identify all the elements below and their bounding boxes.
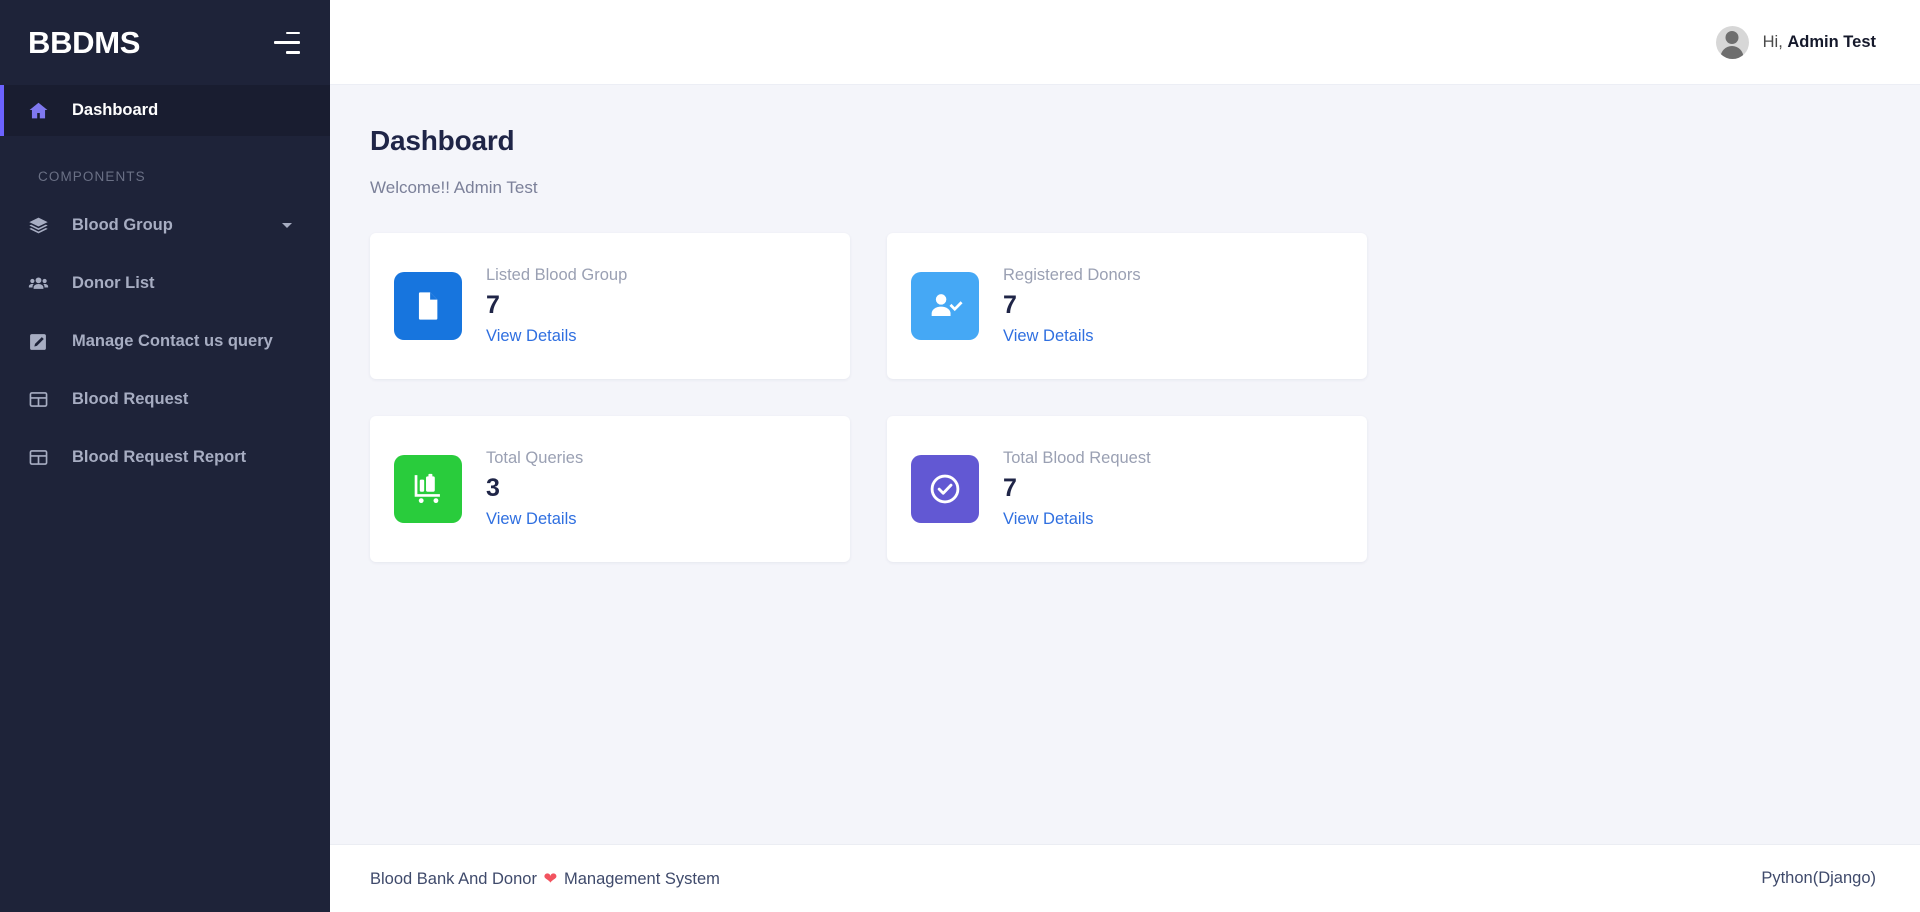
- luggage-cart-icon: [394, 455, 462, 523]
- users-icon: [28, 273, 58, 294]
- footer-text-after: Management System: [563, 869, 720, 888]
- brand-logo: BBDMS: [28, 24, 141, 60]
- sidebar-item-manage-contact-query[interactable]: Manage Contact us query: [0, 316, 330, 367]
- page-content: Dashboard Welcome!! Admin Test Listed Bl…: [330, 85, 1920, 844]
- avatar: [1715, 25, 1749, 59]
- stat-card-total-queries[interactable]: Total Queries 3 View Details: [370, 416, 850, 562]
- footer-left: Blood Bank And Donor ❤ Management System: [370, 869, 720, 889]
- stat-card-registered-donors[interactable]: Registered Donors 7 View Details: [887, 233, 1367, 379]
- view-details-link[interactable]: View Details: [486, 509, 577, 528]
- stat-card-total-blood-request[interactable]: Total Blood Request 7 View Details: [887, 416, 1367, 562]
- stat-card-label: Total Blood Request: [1003, 449, 1151, 468]
- layers-icon: [28, 215, 58, 236]
- view-details-link[interactable]: View Details: [1003, 326, 1094, 345]
- stat-card-value: 7: [1003, 474, 1017, 503]
- sidebar-item-label: Blood Request: [72, 390, 189, 408]
- welcome-message: Welcome!! Admin Test: [370, 178, 538, 197]
- check-circle-icon: [911, 455, 979, 523]
- sidebar-section-label: COMPONENTS: [38, 169, 146, 184]
- stat-card-label: Registered Donors: [1003, 266, 1141, 285]
- stat-card-body: Total Queries 3 View Details: [486, 449, 583, 528]
- stat-card-label: Listed Blood Group: [486, 266, 628, 285]
- sidebar-item-label: Manage Contact us query: [72, 332, 273, 350]
- stat-card-value: 3: [486, 474, 500, 503]
- footer: Blood Bank And Donor ❤ Management System…: [330, 844, 1920, 912]
- user-check-icon: [911, 272, 979, 340]
- heart-icon: ❤: [543, 869, 558, 888]
- table-grid-icon: [28, 447, 58, 468]
- sidebar-item-label: Donor List: [72, 274, 155, 292]
- hamburger-icon[interactable]: [272, 31, 300, 54]
- stat-card-body: Total Blood Request 7 View Details: [1003, 449, 1151, 528]
- page-title: Dashboard: [370, 125, 515, 156]
- footer-text-before: Blood Bank And Donor: [370, 869, 537, 888]
- stat-card-body: Listed Blood Group 7 View Details: [486, 266, 627, 345]
- footer-right: Python(Django): [1761, 869, 1876, 887]
- nav-spacer: [0, 309, 330, 316]
- sidebar-brand: BBDMS: [0, 0, 330, 85]
- sidebar-item-donor-list[interactable]: Donor List: [0, 258, 330, 309]
- nav-spacer: [0, 425, 330, 432]
- view-details-link[interactable]: View Details: [486, 326, 577, 345]
- stat-card-value: 7: [486, 291, 500, 320]
- sidebar-item-blood-request-report[interactable]: Blood Request Report: [0, 432, 330, 483]
- stat-card-listed-blood-group[interactable]: Listed Blood Group 7 View Details: [370, 233, 850, 379]
- sidebar-item-label: Blood Group: [72, 216, 173, 234]
- sidebar-item-label: Dashboard: [72, 101, 159, 119]
- home-icon: [28, 100, 58, 121]
- chevron-down-icon: [282, 223, 292, 228]
- user-greeting: Hi, Admin Test: [1763, 33, 1876, 52]
- edit-square-icon: [28, 332, 58, 352]
- sidebar-item-label: Blood Request Report: [72, 448, 247, 466]
- document-icon: [394, 272, 462, 340]
- sidebar: BBDMS Dashboard COMPONENTS: [0, 0, 330, 912]
- nav-spacer: [0, 251, 330, 258]
- greeting-prefix: Hi,: [1762, 32, 1788, 51]
- sidebar-item-blood-request[interactable]: Blood Request: [0, 374, 330, 425]
- table-grid-icon: [28, 389, 58, 410]
- stat-card-value: 7: [1003, 291, 1017, 320]
- view-details-link[interactable]: View Details: [1003, 509, 1094, 528]
- sidebar-nav: Dashboard COMPONENTS Blood Group: [0, 85, 330, 912]
- stat-cards: Listed Blood Group 7 View Details: [370, 233, 1876, 562]
- main-area: Hi, Admin Test Dashboard Welcome!! Admin…: [330, 0, 1920, 912]
- sidebar-item-dashboard[interactable]: Dashboard: [0, 85, 330, 136]
- stat-card-body: Registered Donors 7 View Details: [1003, 266, 1141, 345]
- nav-spacer: [0, 367, 330, 374]
- stat-card-label: Total Queries: [486, 449, 584, 468]
- user-menu[interactable]: Hi, Admin Test: [1715, 25, 1876, 59]
- topbar: Hi, Admin Test: [330, 0, 1920, 85]
- user-name: Admin Test: [1787, 32, 1876, 51]
- sidebar-item-blood-group[interactable]: Blood Group: [0, 200, 330, 251]
